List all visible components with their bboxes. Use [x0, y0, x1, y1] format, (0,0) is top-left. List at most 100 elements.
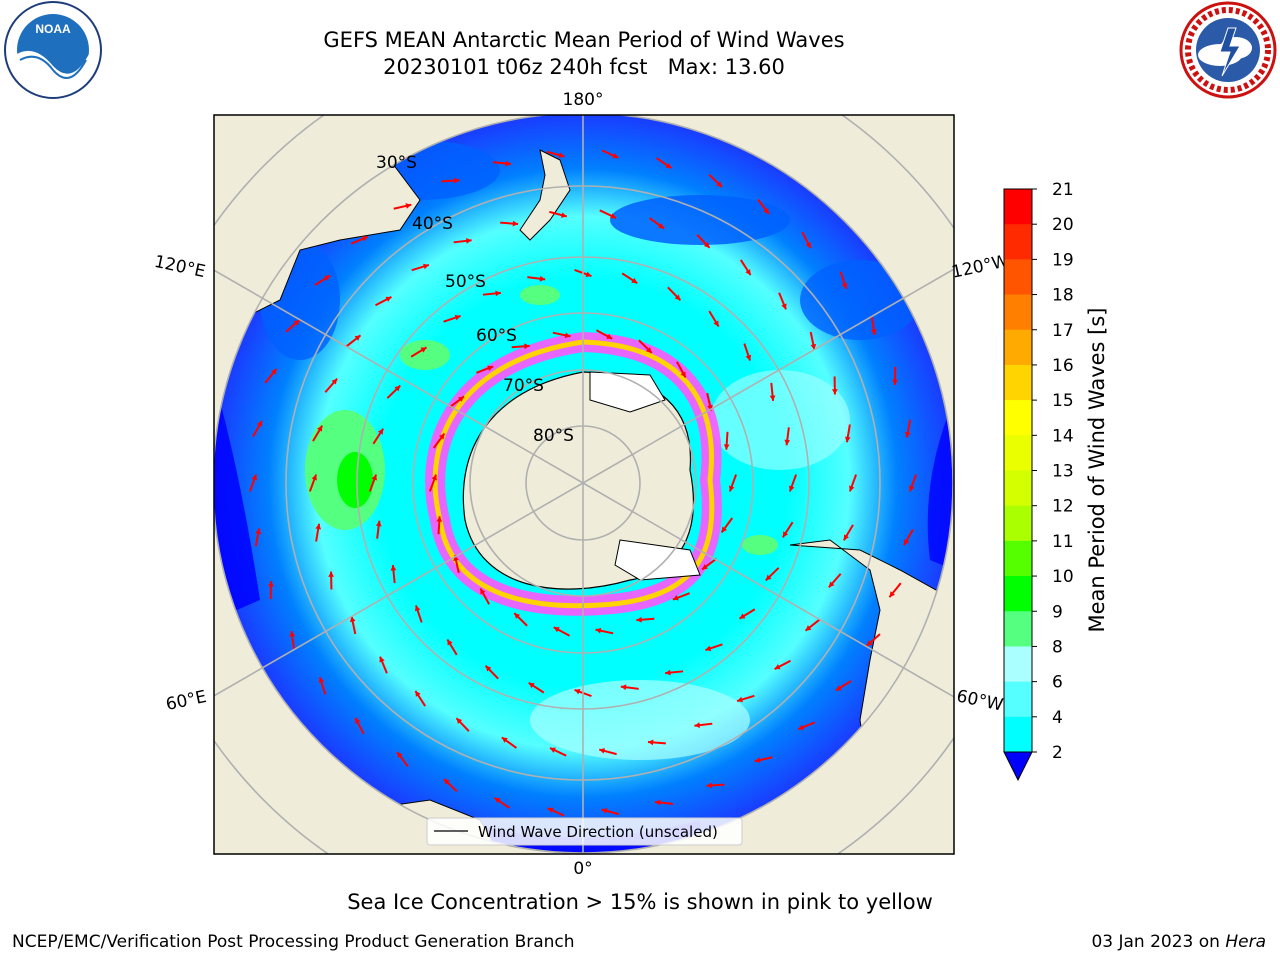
wind-arrow-head: [423, 263, 429, 270]
wind-arrow-head: [658, 223, 665, 229]
wind-arrow-head: [328, 571, 335, 577]
colorbar-segment: [1004, 681, 1032, 718]
wind-arrow-head: [769, 395, 776, 401]
wind-arrow-head: [553, 627, 560, 633]
colorbar-segment: [1004, 259, 1032, 296]
colorbar-segment: [1004, 646, 1032, 683]
wind-arrow-head: [665, 669, 671, 676]
wind-arrow-head: [311, 474, 317, 481]
wind-arrow-head: [781, 303, 787, 310]
colorbar-tick-label: 15: [1052, 391, 1074, 411]
wind-arrow-head: [739, 613, 746, 619]
wind-arrow-head: [782, 531, 789, 538]
wind-arrow-head: [904, 431, 911, 438]
wind-arrow-head: [354, 335, 361, 341]
wind-arrow-head: [318, 677, 325, 684]
wind-arrow-head: [317, 425, 323, 432]
colorbar-tick-label: 14: [1052, 426, 1074, 446]
wind-arrow-head: [466, 238, 472, 244]
wind-arrow-head: [606, 333, 613, 339]
new-zealand-land: [519, 149, 571, 241]
wind-arrow-head: [394, 385, 401, 392]
wind-arrow-head: [480, 588, 486, 595]
wind-arrow-head: [612, 153, 619, 159]
wind-arrow-head: [256, 420, 262, 427]
wind-arrow-head: [828, 581, 835, 588]
wind-arrow-head: [680, 371, 686, 378]
wind-arrow-head: [539, 275, 546, 282]
colorbar-segment: [1004, 400, 1032, 436]
wind-arrow-head: [798, 724, 805, 730]
wind-arrow-head: [763, 208, 769, 214]
lon-label-120e: 120°E: [152, 252, 207, 282]
colorbar-segment: [1004, 294, 1032, 331]
wind-arrow-head: [371, 474, 377, 481]
wind-arrow-head: [909, 485, 915, 492]
footer-credit: NCEP/EMC/Verification Post Processing Pr…: [12, 932, 575, 952]
colorbar-tick-label: 19: [1052, 250, 1074, 270]
lon-label-180: 180°: [563, 90, 604, 110]
map-frame: [213, 114, 955, 855]
wind-arrow-head: [716, 181, 723, 188]
wind-arrow-head: [810, 343, 817, 350]
wind-arrow-head: [889, 591, 896, 598]
wind-arrow-head: [564, 332, 571, 339]
chart-subtitle: 20230101 t06z 240h fcst Max: 13.60: [383, 55, 785, 79]
lat-label-80s: 80°S: [533, 426, 574, 446]
wind-arrow-head: [397, 752, 403, 758]
colorbar-segment: [1004, 576, 1032, 612]
wind-arrow-head: [431, 474, 437, 481]
wind-arrow-head: [560, 212, 567, 218]
legend-label: Wind Wave Direction (unscaled): [478, 823, 718, 841]
sea-ice-caption: Sea Ice Concentration > 15% is shown in …: [347, 890, 933, 914]
wind-arrow-head: [574, 689, 581, 695]
map-legend: Wind Wave Direction (unscaled): [426, 817, 743, 846]
colorbar-segment: [1004, 329, 1032, 366]
wind-arrow-head: [841, 282, 848, 289]
wind-arrow-head: [379, 656, 385, 663]
wind-arrow-head: [524, 343, 530, 350]
wind-arrow-head: [270, 368, 277, 375]
wind-arrow-head: [665, 162, 672, 169]
wind-arrow-head: [377, 428, 384, 435]
wind-arrow-head: [361, 236, 368, 242]
wind-arrow-head: [703, 242, 710, 248]
colorbar-segment: [1004, 505, 1032, 542]
wind-arrow-head: [745, 354, 752, 361]
lat-label-70s: 70°S: [503, 376, 544, 396]
wind-arrow-head: [636, 616, 642, 623]
colorbar-tick-label: 20: [1052, 215, 1074, 235]
wind-arrow-head: [706, 782, 713, 789]
wind-arrow-head: [904, 539, 910, 546]
lon-label-0: 0°: [573, 859, 592, 879]
colorbar-label: Mean Period of Wind Waves [s]: [1085, 308, 1109, 633]
colorbar-segment: [1004, 540, 1032, 577]
chart-title: GEFS MEAN Antarctic Mean Period of Wind …: [323, 28, 845, 52]
wind-arrow-head: [458, 396, 464, 402]
colorbar-segment: [1004, 189, 1032, 225]
colorbar-tick-label: 8: [1052, 637, 1063, 657]
wind-arrow-head: [505, 160, 511, 167]
wind-arrow-head: [647, 739, 654, 746]
colorbar-segment: [1004, 435, 1032, 471]
colorbar-segment: [1004, 611, 1032, 647]
wind-arrow-head: [495, 290, 501, 297]
wind-arrow-head: [774, 664, 781, 670]
nws-logo: [1179, 1, 1277, 99]
lon-label-60w: 60°W: [955, 686, 1005, 715]
footer-date: 03 Jan 2023 on Hera: [1091, 932, 1266, 952]
wind-arrow-head: [405, 203, 412, 209]
wind-arrow-head: [443, 778, 450, 785]
wind-arrow-head: [585, 271, 592, 277]
wind-arrow-head: [805, 242, 811, 249]
wind-arrow-head: [631, 277, 638, 284]
map-area: [214, 115, 954, 854]
footer-date-text: 03 Jan 2023 on: [1091, 932, 1226, 952]
wind-arrow-head: [866, 640, 873, 647]
wind-arrow-head: [324, 275, 331, 281]
wind-arrow-head: [454, 314, 461, 321]
wind-arrow-head: [870, 329, 877, 335]
footer-machine: Hera: [1225, 932, 1266, 952]
wind-arrow-head: [485, 665, 492, 672]
